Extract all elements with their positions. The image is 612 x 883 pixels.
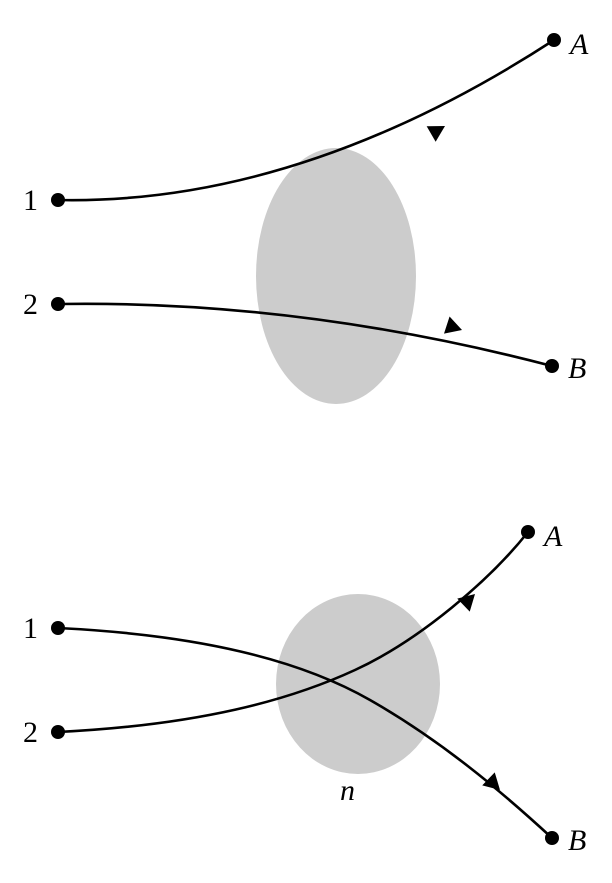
- bottom-label-1: 1: [23, 614, 38, 644]
- top-arrow-1A: [427, 118, 450, 142]
- bottom-label-A: A: [544, 522, 562, 552]
- top-dot-B: [545, 359, 559, 373]
- bottom-dot-A: [521, 525, 535, 539]
- top-label-B: B: [568, 354, 586, 384]
- top-label-A: A: [570, 30, 588, 60]
- top-dot-2: [51, 297, 65, 311]
- bottom-label-B: B: [568, 826, 586, 856]
- top-arrow-2B: [444, 316, 465, 338]
- diagram-svg: [0, 0, 612, 883]
- bottom-blob-label: n: [340, 776, 355, 806]
- bottom-arrow-2A: [457, 588, 481, 612]
- top-dot-1: [51, 193, 65, 207]
- bottom-diagram: [51, 525, 559, 845]
- bottom-label-2: 2: [23, 718, 38, 748]
- top-dot-A: [547, 33, 561, 47]
- bottom-dot-B: [545, 831, 559, 845]
- top-diagram: [51, 33, 561, 404]
- bottom-dot-2: [51, 725, 65, 739]
- diagram-canvas: 1 2 A B 1 2 A B n: [0, 0, 612, 883]
- top-label-2: 2: [23, 290, 38, 320]
- top-label-1: 1: [23, 186, 38, 216]
- top-blob: [256, 148, 416, 404]
- bottom-blob: [276, 594, 440, 774]
- bottom-dot-1: [51, 621, 65, 635]
